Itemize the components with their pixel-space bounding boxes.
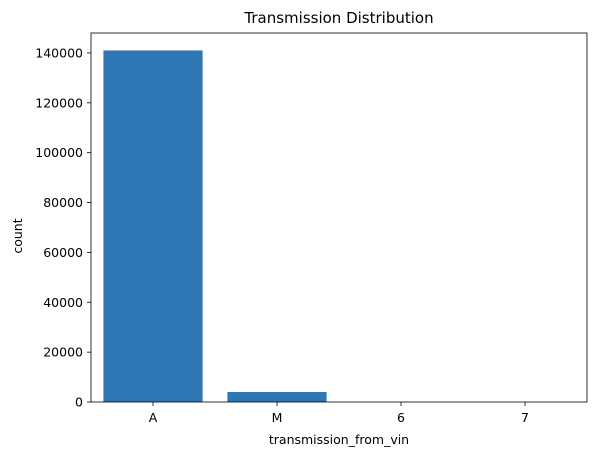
x-tick-label: 6 — [397, 410, 405, 425]
y-tick-label: 40000 — [43, 295, 83, 310]
y-axis-label: count — [10, 218, 25, 253]
x-tick-label: 7 — [521, 410, 529, 425]
x-tick-label: M — [272, 410, 283, 425]
y-tick-label: 120000 — [35, 95, 83, 110]
bar-M — [227, 392, 326, 402]
y-tick-label: 100000 — [35, 145, 83, 160]
y-ticks-group: 0 20000 40000 60000 80000 100000 120000 140000 — [35, 45, 91, 409]
x-ticks-group: A M 6 7 — [149, 402, 529, 425]
y-tick-label: 80000 — [43, 195, 83, 210]
y-tick-label: 0 — [75, 395, 83, 410]
chart-title: Transmission Distribution — [243, 9, 433, 27]
bars-group — [103, 50, 574, 402]
y-tick-label: 60000 — [43, 245, 83, 260]
x-axis-label: transmission_from_vin — [269, 432, 409, 447]
y-tick-label: 20000 — [43, 345, 83, 360]
x-tick-label: A — [149, 410, 158, 425]
bar-A — [103, 50, 202, 402]
y-tick-label: 140000 — [35, 45, 83, 60]
